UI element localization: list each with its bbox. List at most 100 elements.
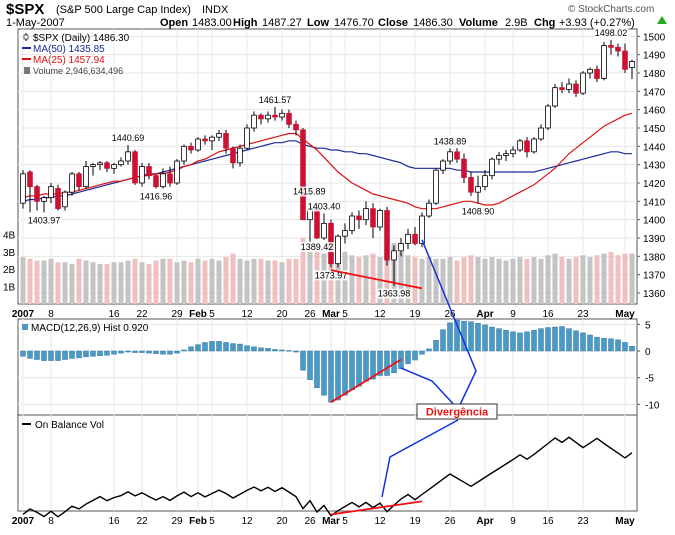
macd-axis-label: 0: [645, 347, 651, 358]
macd-histogram-bar: [447, 322, 453, 352]
candle-body: [391, 250, 397, 261]
price-pane-frame: [17, 28, 638, 305]
macd-histogram-bar: [559, 326, 565, 352]
volume-bar: [265, 260, 271, 304]
candle-body: [503, 153, 509, 156]
volume-bar: [531, 257, 537, 304]
macd-histogram-bar: [48, 350, 54, 361]
macd-histogram-bar: [573, 330, 579, 352]
volume-bar: [27, 258, 33, 304]
price-label-background: [138, 191, 174, 202]
date-axis-label: May: [615, 309, 635, 320]
up-arrow-icon: [656, 15, 668, 28]
volume-bar: [202, 260, 208, 304]
macd-histogram-bar: [419, 350, 425, 355]
candle-body: [251, 114, 257, 129]
candle-body: [230, 147, 236, 164]
date-axis-label: 26: [304, 516, 316, 527]
volume-bar: [132, 258, 138, 304]
candle-body: [244, 127, 250, 149]
macd-histogram-bar: [90, 350, 96, 357]
macd-histogram-bar: [83, 350, 89, 358]
macd-histogram-bar: [363, 350, 369, 382]
candle-body: [461, 158, 467, 178]
price-value-label: 1438.89: [434, 136, 467, 146]
price-axis-label: 1410: [643, 197, 666, 208]
date-axis-label: 26: [444, 309, 456, 320]
candle-body: [55, 188, 61, 210]
candle-body: [552, 87, 558, 107]
macd-histogram-bar: [237, 343, 243, 352]
price-axis-label: 1390: [643, 234, 666, 245]
price-axis-label: 1430: [643, 161, 666, 172]
volume-bar: [272, 260, 278, 304]
ticker-name: (S&P 500 Large Cap Index): [56, 4, 191, 16]
price-label-background: [299, 242, 335, 253]
macd-histogram-bar: [601, 338, 607, 352]
macd-histogram-bar: [279, 349, 285, 352]
price-axis-label: 1400: [643, 216, 666, 227]
candle-body: [580, 72, 586, 94]
volume-bar: [83, 260, 89, 304]
volume-axis-label: 3B: [3, 248, 16, 259]
volume-bar: [447, 257, 453, 304]
candle-body: [419, 215, 425, 244]
close-label: Close: [378, 17, 408, 29]
volume-bar: [160, 258, 166, 304]
macd-histogram-bar: [132, 350, 138, 353]
date-axis-label: 29: [171, 516, 183, 527]
volume-bar: [412, 257, 418, 304]
volume-axis-label: 1B: [3, 283, 16, 294]
candle-body: [202, 138, 208, 142]
volume-axis-label: 4B: [3, 230, 16, 241]
macd-histogram-bar: [125, 350, 131, 353]
date-axis-label: 22: [136, 309, 148, 320]
divergence-blue-connector: [381, 239, 477, 498]
candle-body: [34, 186, 40, 202]
price-value-label: 1389.42: [301, 242, 334, 252]
legend-volume-icon: [24, 67, 30, 74]
macd-histogram-bar: [475, 323, 481, 352]
price-axis-label: 1470: [643, 87, 666, 98]
volume-bar: [398, 251, 404, 304]
volume-bar: [356, 257, 362, 304]
candle-body: [608, 45, 614, 48]
date-axis-label: Feb: [189, 516, 207, 527]
candle-body: [62, 191, 68, 208]
candle-body: [489, 158, 495, 177]
date-axis-label: 20: [276, 516, 288, 527]
macd-histogram-bar: [594, 336, 600, 352]
volume-bar: [104, 264, 110, 304]
candle-body: [454, 151, 460, 160]
legend-entry: Volume 2,946,634,496: [33, 66, 123, 76]
volume-bar: [454, 260, 460, 304]
volume-bar: [552, 253, 558, 304]
macd-histogram-bar: [566, 328, 572, 352]
volume-bar: [433, 258, 439, 304]
candle-body: [48, 186, 54, 199]
volume-bar: [475, 257, 481, 304]
macd-histogram-bar: [307, 350, 313, 380]
volume-bar: [482, 258, 488, 304]
divergence-callout-label: Divergência: [426, 407, 489, 419]
volume-axis-label: 2B: [3, 265, 16, 276]
date-axis-label: 26: [304, 309, 316, 320]
candle-body: [447, 151, 453, 162]
volume-bar: [545, 255, 551, 304]
volume-bar: [258, 258, 264, 304]
macd-histogram-bar: [531, 330, 537, 352]
ma25-line: [22, 112, 633, 210]
macd-histogram-bar: [489, 326, 495, 352]
macd-histogram-bar: [349, 350, 355, 391]
candle-body: [181, 145, 187, 162]
date-axis-label: 5: [209, 309, 215, 320]
candle-body: [27, 171, 33, 188]
macd-histogram-bar: [146, 350, 152, 354]
candle-body: [111, 164, 117, 169]
volume-bar: [615, 255, 621, 304]
candle-body: [433, 169, 439, 204]
open-value: 1483.00: [192, 17, 232, 29]
volume-bar: [146, 264, 152, 304]
macd-histogram-bar: [545, 327, 551, 352]
